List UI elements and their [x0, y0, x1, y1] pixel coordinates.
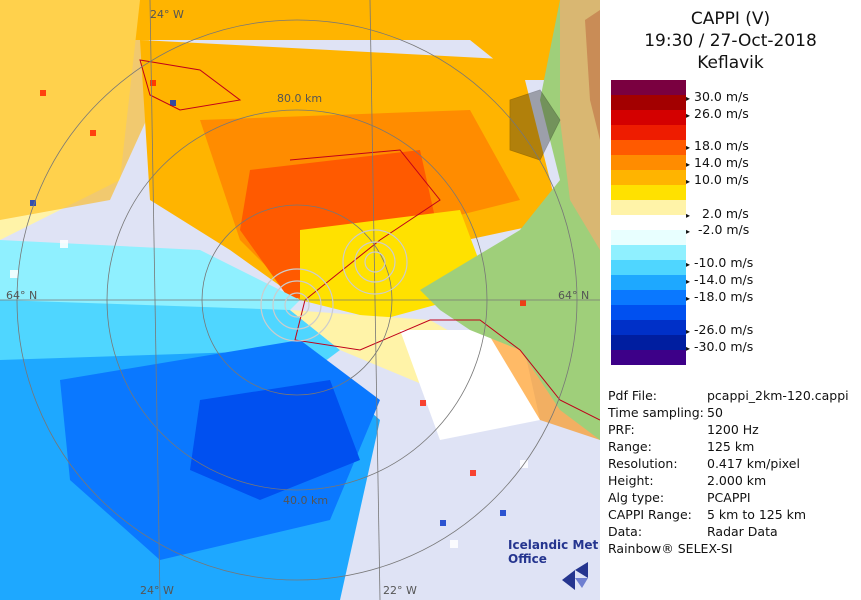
software-credit: Rainbow® SELEX-SI: [608, 541, 733, 556]
color-scale-swatch: [611, 170, 686, 186]
scale-label-neg18: ▸ -18.0 m/s: [686, 289, 754, 304]
color-scale-swatch: [611, 140, 686, 156]
scale-label-10: ▸ 10.0 m/s: [686, 172, 749, 187]
scale-label-26: ▸ 26.0 m/s: [686, 106, 749, 121]
station-title: Keflavik: [697, 53, 764, 73]
scale-label-neg26: ▸ -26.0 m/s: [686, 322, 754, 337]
color-scale-swatch: [611, 125, 686, 141]
color-scale-swatch: [611, 185, 686, 201]
color-scale-swatch: [611, 215, 686, 231]
scale-label-2: ▸ 2.0 m/s: [686, 206, 749, 221]
range-ring-label-80km: 80.0 km: [277, 92, 323, 105]
product-title: CAPPI (V): [690, 9, 771, 29]
met-office-logo-text: Icelandic Met Office: [508, 538, 598, 566]
velocity-color-scale: [611, 80, 686, 381]
info-row-height: Height: 2.000 km: [608, 473, 767, 488]
scale-label-18: ▸ 18.0 m/s: [686, 138, 749, 153]
lat-label-left: 64° N: [6, 289, 38, 302]
info-row-data: Data: Radar Data: [608, 524, 778, 539]
info-row-range: Range: 125 km: [608, 439, 755, 454]
color-scale-swatch: [611, 155, 686, 171]
color-scale-swatch: [611, 305, 686, 321]
color-scale-swatch: [611, 275, 686, 291]
color-scale-swatch: [611, 245, 686, 261]
scale-label-neg14: ▸ -14.0 m/s: [686, 272, 754, 287]
scale-label-30: ▸ 30.0 m/s: [686, 89, 749, 104]
lon-label-bottom-left: 24° W: [140, 584, 174, 597]
color-scale-swatch: [611, 80, 686, 96]
lat-label-right: 64° N: [558, 289, 590, 302]
scale-label-neg2: ▸ -2.0 m/s: [686, 222, 750, 237]
scale-label-neg10: ▸ -10.0 m/s: [686, 255, 754, 270]
info-row-pdf-file: Pdf File: pcappi_2km-120.cappi: [608, 388, 849, 403]
lon-label-top: 24° W: [150, 8, 184, 21]
scale-label-14: ▸ 14.0 m/s: [686, 155, 749, 170]
range-ring-label-40km: 40.0 km: [283, 494, 329, 507]
color-scale-swatch: [611, 110, 686, 126]
scale-label-neg30: ▸ -30.0 m/s: [686, 339, 754, 354]
color-scale-swatch: [611, 365, 686, 381]
info-row-time-sampling: Time sampling: 50: [608, 405, 723, 420]
info-row-resolution: Resolution: 0.417 km/pixel: [608, 456, 800, 471]
met-office-logo-line-2: Office: [508, 552, 547, 566]
info-row-alg-type: Alg type: PCAPPI: [608, 490, 751, 505]
lon-label-bottom-right: 22° W: [383, 584, 417, 597]
info-row-cappi-range: CAPPI Range: 5 km to 125 km: [608, 507, 807, 522]
met-office-logo-line-1: Icelandic Met: [508, 538, 599, 552]
color-scale-swatch: [611, 230, 686, 246]
color-scale-swatch: [611, 200, 686, 216]
datetime-title: 19:30 / 27-Oct-2018: [644, 31, 817, 51]
color-scale-swatch: [611, 95, 686, 111]
color-scale-swatch: [611, 260, 686, 276]
color-scale-swatch: [611, 335, 686, 351]
color-scale-swatch: [611, 320, 686, 336]
color-scale-swatch: [611, 290, 686, 306]
legend-panel: CAPPI (V) 19:30 / 27-Oct-2018 Keflavik ▸…: [600, 0, 861, 600]
radar-map: 24° W 80.0 km 40.0 km 64° N 64° N 22° W …: [0, 0, 600, 600]
info-row-prf: PRF: 1200 Hz: [608, 422, 759, 437]
radar-velocity-field: [0, 0, 600, 600]
color-scale-swatch: [611, 350, 686, 366]
met-office-logo-icon: [562, 562, 588, 590]
